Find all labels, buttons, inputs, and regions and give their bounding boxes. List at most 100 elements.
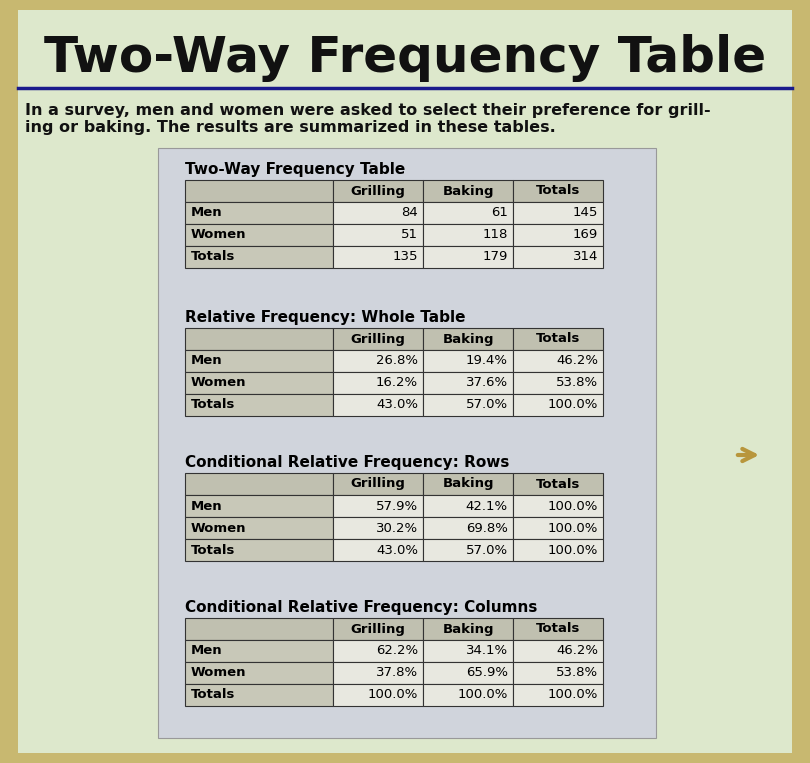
FancyBboxPatch shape — [423, 618, 513, 640]
Text: Women: Women — [191, 667, 246, 680]
Text: Two-Way Frequency Table: Two-Way Frequency Table — [44, 34, 766, 82]
Text: Men: Men — [191, 645, 223, 658]
FancyBboxPatch shape — [513, 495, 603, 517]
Text: Women: Women — [191, 228, 246, 242]
FancyBboxPatch shape — [423, 350, 513, 372]
FancyBboxPatch shape — [423, 224, 513, 246]
Text: Men: Men — [191, 207, 223, 220]
Text: Men: Men — [191, 355, 223, 368]
FancyBboxPatch shape — [333, 224, 423, 246]
FancyBboxPatch shape — [333, 202, 423, 224]
Text: 100.0%: 100.0% — [548, 543, 598, 556]
Text: 100.0%: 100.0% — [458, 688, 508, 701]
Text: Baking: Baking — [442, 478, 494, 491]
FancyBboxPatch shape — [513, 618, 603, 640]
Text: 30.2%: 30.2% — [376, 521, 418, 535]
Text: 100.0%: 100.0% — [548, 398, 598, 411]
FancyBboxPatch shape — [185, 662, 333, 684]
Text: Grilling: Grilling — [351, 333, 406, 346]
FancyBboxPatch shape — [423, 640, 513, 662]
FancyBboxPatch shape — [185, 328, 333, 350]
Text: 37.6%: 37.6% — [466, 376, 508, 389]
FancyBboxPatch shape — [185, 224, 333, 246]
FancyBboxPatch shape — [423, 662, 513, 684]
FancyBboxPatch shape — [513, 202, 603, 224]
Text: Baking: Baking — [442, 185, 494, 198]
Text: 53.8%: 53.8% — [556, 376, 598, 389]
FancyBboxPatch shape — [185, 640, 333, 662]
FancyBboxPatch shape — [185, 618, 333, 640]
Text: 100.0%: 100.0% — [548, 500, 598, 513]
Text: 100.0%: 100.0% — [368, 688, 418, 701]
Text: 145: 145 — [573, 207, 598, 220]
Text: 135: 135 — [393, 250, 418, 263]
Text: 43.0%: 43.0% — [376, 398, 418, 411]
FancyBboxPatch shape — [333, 180, 423, 202]
Text: Totals: Totals — [191, 398, 236, 411]
Text: 43.0%: 43.0% — [376, 543, 418, 556]
FancyBboxPatch shape — [333, 495, 423, 517]
Text: 61: 61 — [491, 207, 508, 220]
Text: Totals: Totals — [535, 333, 580, 346]
Text: 19.4%: 19.4% — [466, 355, 508, 368]
FancyBboxPatch shape — [423, 372, 513, 394]
FancyBboxPatch shape — [513, 328, 603, 350]
FancyBboxPatch shape — [333, 640, 423, 662]
Text: 34.1%: 34.1% — [466, 645, 508, 658]
FancyBboxPatch shape — [333, 328, 423, 350]
Text: Grilling: Grilling — [351, 185, 406, 198]
FancyBboxPatch shape — [513, 684, 603, 706]
Text: 37.8%: 37.8% — [376, 667, 418, 680]
FancyBboxPatch shape — [513, 180, 603, 202]
Text: Totals: Totals — [191, 688, 236, 701]
FancyBboxPatch shape — [185, 517, 333, 539]
FancyBboxPatch shape — [513, 372, 603, 394]
Text: Grilling: Grilling — [351, 623, 406, 636]
FancyBboxPatch shape — [185, 539, 333, 561]
FancyBboxPatch shape — [185, 350, 333, 372]
Text: Baking: Baking — [442, 623, 494, 636]
FancyBboxPatch shape — [333, 662, 423, 684]
FancyBboxPatch shape — [513, 350, 603, 372]
FancyBboxPatch shape — [423, 202, 513, 224]
Text: 46.2%: 46.2% — [556, 355, 598, 368]
Text: Relative Frequency: Whole Table: Relative Frequency: Whole Table — [185, 310, 466, 325]
FancyBboxPatch shape — [185, 202, 333, 224]
Text: Two-Way Frequency Table: Two-Way Frequency Table — [185, 162, 405, 177]
Text: 57.0%: 57.0% — [466, 543, 508, 556]
Text: 69.8%: 69.8% — [466, 521, 508, 535]
FancyBboxPatch shape — [333, 246, 423, 268]
FancyBboxPatch shape — [185, 246, 333, 268]
Text: Totals: Totals — [535, 185, 580, 198]
FancyBboxPatch shape — [333, 618, 423, 640]
FancyBboxPatch shape — [333, 539, 423, 561]
FancyBboxPatch shape — [333, 394, 423, 416]
Text: Men: Men — [191, 500, 223, 513]
Text: Grilling: Grilling — [351, 478, 406, 491]
FancyBboxPatch shape — [185, 180, 333, 202]
FancyBboxPatch shape — [423, 473, 513, 495]
Text: 179: 179 — [483, 250, 508, 263]
FancyBboxPatch shape — [513, 662, 603, 684]
FancyBboxPatch shape — [185, 394, 333, 416]
Text: Conditional Relative Frequency: Rows: Conditional Relative Frequency: Rows — [185, 455, 509, 470]
FancyBboxPatch shape — [333, 684, 423, 706]
Text: 100.0%: 100.0% — [548, 688, 598, 701]
FancyBboxPatch shape — [423, 180, 513, 202]
Text: Totals: Totals — [535, 478, 580, 491]
Text: 314: 314 — [573, 250, 598, 263]
FancyBboxPatch shape — [513, 539, 603, 561]
Text: 118: 118 — [483, 228, 508, 242]
Text: Totals: Totals — [191, 250, 236, 263]
FancyBboxPatch shape — [513, 246, 603, 268]
Text: 57.9%: 57.9% — [376, 500, 418, 513]
Text: Women: Women — [191, 521, 246, 535]
Text: 16.2%: 16.2% — [376, 376, 418, 389]
Text: 169: 169 — [573, 228, 598, 242]
FancyBboxPatch shape — [333, 350, 423, 372]
FancyBboxPatch shape — [185, 372, 333, 394]
Text: Totals: Totals — [191, 543, 236, 556]
Text: ing or baking. The results are summarized in these tables.: ing or baking. The results are summarize… — [25, 120, 556, 135]
FancyBboxPatch shape — [423, 394, 513, 416]
Text: 26.8%: 26.8% — [376, 355, 418, 368]
